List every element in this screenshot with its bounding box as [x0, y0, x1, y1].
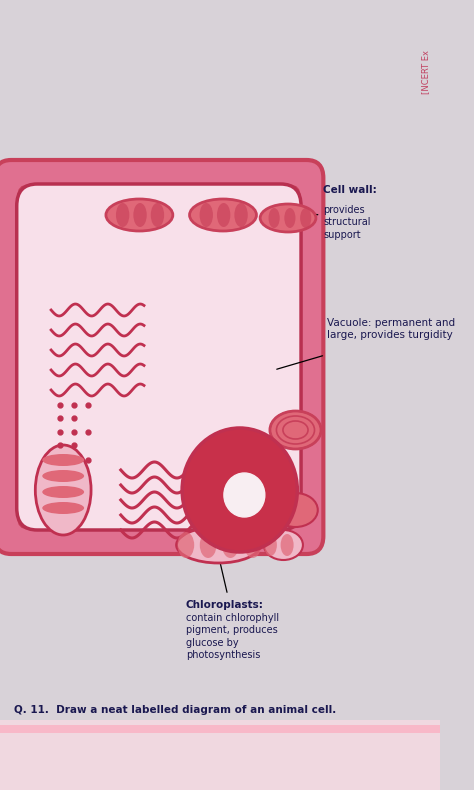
FancyBboxPatch shape [0, 160, 323, 554]
Ellipse shape [217, 203, 230, 227]
Ellipse shape [300, 208, 311, 228]
Ellipse shape [176, 527, 260, 563]
Ellipse shape [260, 204, 316, 232]
Ellipse shape [222, 532, 239, 558]
Circle shape [182, 428, 297, 552]
Ellipse shape [281, 534, 293, 556]
Ellipse shape [42, 470, 84, 482]
Ellipse shape [133, 203, 147, 227]
Text: Vacuole: permanent and
large, provides turgidity: Vacuole: permanent and large, provides t… [327, 318, 455, 340]
Text: Q. 11.  Draw a neat labelled diagram of an animal cell.: Q. 11. Draw a neat labelled diagram of a… [14, 705, 336, 715]
Ellipse shape [35, 445, 91, 535]
Ellipse shape [234, 203, 248, 227]
Ellipse shape [151, 203, 164, 227]
FancyBboxPatch shape [18, 186, 299, 528]
Ellipse shape [116, 203, 129, 227]
Ellipse shape [177, 532, 194, 558]
Text: Chloroplasts:: Chloroplasts: [186, 600, 264, 610]
Ellipse shape [270, 411, 321, 449]
Bar [0, 720, 440, 790]
Text: Cell wall:: Cell wall: [323, 185, 377, 195]
Ellipse shape [273, 493, 318, 527]
FancyBboxPatch shape [17, 184, 301, 530]
Ellipse shape [264, 534, 277, 556]
Ellipse shape [264, 530, 303, 560]
Text: contain chlorophyll
pigment, produces
glucose by
photosynthesis: contain chlorophyll pigment, produces gl… [186, 613, 279, 660]
Ellipse shape [106, 199, 173, 231]
Ellipse shape [200, 203, 213, 227]
Bar [0, 725, 440, 733]
Ellipse shape [42, 454, 84, 466]
Text: [NCERT Ex: [NCERT Ex [421, 50, 430, 94]
Ellipse shape [200, 532, 217, 558]
Ellipse shape [42, 486, 84, 498]
Ellipse shape [269, 208, 280, 228]
Ellipse shape [42, 502, 84, 514]
Ellipse shape [284, 208, 295, 228]
Circle shape [224, 473, 265, 517]
Text: provides
structural
support: provides structural support [323, 205, 371, 240]
Ellipse shape [190, 199, 256, 231]
Ellipse shape [245, 532, 261, 558]
